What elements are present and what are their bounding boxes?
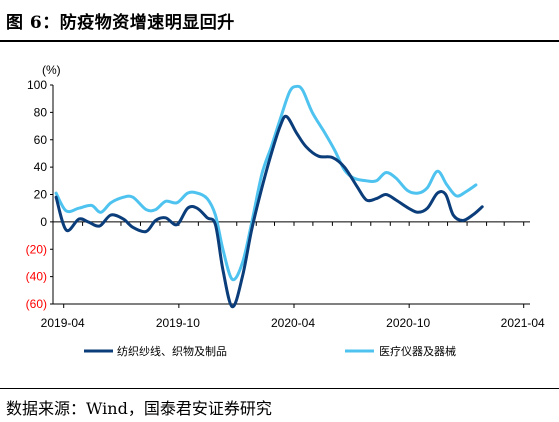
title-rule [0, 40, 559, 42]
series-line-medical-devices [54, 84, 478, 282]
chart-plot-area [54, 84, 484, 309]
x-tick-label: 2020-10 [386, 316, 430, 330]
chart-legend: 纺织纱线、织物及制品 医疗仪器及器械 [84, 344, 456, 358]
source-rule [0, 388, 559, 389]
y-tick-label: 100 [27, 78, 47, 92]
legend-label: 医疗仪器及器械 [379, 344, 456, 358]
legend-label: 纺织纱线、织物及制品 [117, 344, 227, 358]
y-tick-label: 0 [40, 215, 47, 229]
source-note: 数据来源：Wind，国泰君安证券研究 [6, 399, 272, 418]
x-tick-label: 2021-04 [501, 316, 545, 330]
y-tick-label: 20 [34, 188, 48, 202]
y-unit-label: (%) [42, 63, 61, 77]
y-tick-label: (40) [26, 270, 47, 284]
x-tick-label: 2020-04 [271, 316, 315, 330]
y-tick-label: 60 [34, 133, 48, 147]
y-tick-label: 40 [34, 160, 48, 174]
figure-title: 图 6：防疫物资增速明显回升 [6, 13, 235, 33]
series-line-textiles [54, 114, 484, 309]
chart-axes: (%)100 80 60 40 20 0 (20) (40) (60) 2019-04 2019-1… [26, 63, 545, 330]
line-chart: (%)100 80 60 40 20 0 (20) (40) (60) 2019-04 2019-1… [26, 63, 545, 358]
y-tick-label: 80 [34, 105, 48, 119]
y-tick-label: (60) [26, 297, 47, 311]
x-tick-label: 2019-10 [156, 316, 200, 330]
y-tick-label: (20) [26, 242, 47, 256]
x-tick-label: 2019-04 [41, 316, 85, 330]
